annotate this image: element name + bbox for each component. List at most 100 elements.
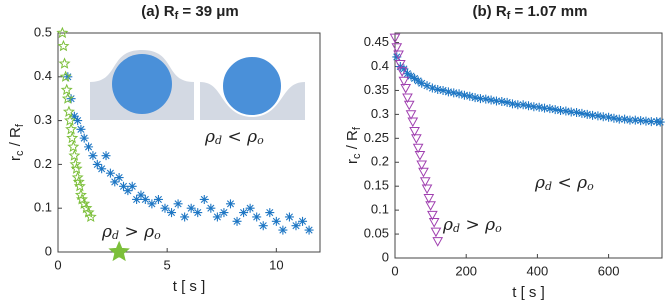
data-point: [402, 69, 412, 79]
data-point: [419, 177, 431, 187]
data-point: [219, 208, 229, 218]
annotation-part: o: [587, 180, 594, 193]
plot-frame: [394, 32, 663, 259]
data-point: [69, 111, 79, 121]
data-point: [529, 102, 539, 112]
data-point: [556, 106, 566, 116]
y-axis-label: rc / Rf: [7, 123, 26, 161]
data-point: [524, 101, 533, 111]
y-tick-label: 0.15: [364, 178, 389, 193]
data-point: [110, 177, 120, 187]
inset-drop: [112, 54, 172, 114]
y-tick-label: 0.4: [371, 58, 389, 73]
annotation: ρd > ρo: [442, 215, 502, 236]
data-point: [614, 114, 624, 124]
data-point: [646, 117, 656, 127]
data-point: [84, 210, 97, 223]
data-point: [428, 217, 440, 228]
annotation-part: o: [257, 134, 264, 147]
data-point: [132, 194, 142, 204]
data-point: [58, 57, 71, 69]
data-point: [105, 168, 115, 178]
data-point: [655, 117, 665, 127]
data-point: [459, 90, 469, 100]
data-point: [393, 50, 404, 61]
data-point: [433, 84, 443, 94]
data-point: [396, 67, 408, 77]
data-point: [70, 162, 83, 174]
data-point: [180, 212, 190, 222]
data-point: [405, 110, 417, 120]
data-point: [399, 64, 409, 74]
data-point: [62, 105, 75, 117]
annotation-part: ρ: [534, 173, 545, 193]
data-point: [566, 107, 576, 117]
data-point: [59, 70, 72, 82]
data-point: [400, 83, 412, 94]
data-point: [403, 100, 415, 111]
annotation: ρd > ρo: [101, 222, 161, 243]
x-tick-label: 10: [269, 257, 283, 272]
data-point: [497, 96, 507, 106]
data-point: [398, 76, 410, 87]
data-point: [609, 113, 619, 123]
y-tick-label: 0.35: [364, 82, 389, 97]
data-point: [425, 201, 436, 211]
data-point: [64, 114, 77, 126]
data-point: [394, 60, 406, 70]
y-tick-label: 0: [45, 243, 52, 258]
chart-title: (a) Rf = 39 μm: [141, 3, 238, 22]
data-point: [604, 112, 614, 122]
annotation-part: d: [453, 222, 460, 235]
x-tick-label: 600: [598, 263, 620, 278]
y-axis-label-part: c: [351, 153, 363, 159]
y-axis-label-part: / R: [7, 127, 24, 151]
plot-frame: [57, 32, 321, 253]
data-point: [465, 91, 475, 101]
data-point: [65, 123, 78, 135]
data-point: [193, 208, 203, 218]
data-point: [119, 181, 128, 191]
y-axis-label-part: c: [14, 150, 26, 156]
y-tick-label: 0.2: [371, 154, 389, 169]
annotation-part: < ρ: [552, 173, 587, 193]
data-point: [421, 184, 433, 195]
annotation: ρd < ρo: [534, 173, 594, 194]
data-point: [545, 104, 555, 114]
data-point: [481, 94, 491, 104]
data-point: [507, 99, 517, 109]
data-point: [513, 100, 523, 110]
data-point: [427, 83, 437, 93]
data-point: [108, 240, 130, 262]
x-tick-label: 0: [391, 263, 398, 278]
annotation-part: ρ: [204, 127, 215, 147]
annotation-part: d: [545, 180, 552, 193]
y-tick-label: 0.1: [34, 200, 52, 215]
annotation-part: d: [112, 229, 119, 242]
data-point: [389, 33, 401, 44]
data-point: [252, 212, 262, 222]
x-axis-label: t [ s ]: [512, 284, 545, 301]
data-point: [153, 194, 163, 204]
data-point: [598, 112, 608, 122]
x-tick-label: 200: [455, 263, 477, 278]
inset: [90, 50, 305, 120]
data-point: [160, 203, 170, 213]
data-point: [422, 81, 432, 91]
data-point: [534, 102, 544, 112]
annotation: ρd < ρo: [204, 127, 264, 148]
data-point: [239, 208, 249, 218]
y-axis-label-part: r: [7, 156, 24, 161]
data-point: [206, 203, 216, 213]
data-point: [582, 109, 592, 119]
chart-title-part: = 39 μm: [178, 3, 238, 20]
data-point: [430, 227, 442, 238]
data-point: [391, 43, 403, 53]
data-point: [278, 225, 288, 235]
data-point: [411, 134, 422, 144]
data-point: [413, 76, 423, 86]
data-point: [232, 216, 242, 226]
x-axis-label: t [ s ]: [173, 278, 206, 295]
data-point: [173, 199, 183, 209]
